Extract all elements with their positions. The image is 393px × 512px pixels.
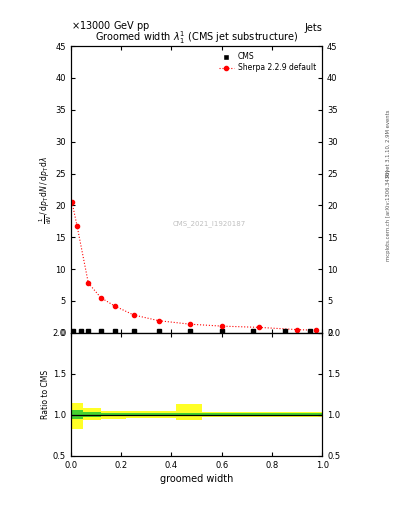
Text: Jets: Jets [305, 23, 322, 33]
CMS [282, 328, 287, 334]
CMS [188, 328, 193, 334]
Y-axis label: Ratio to CMS: Ratio to CMS [41, 370, 50, 419]
Legend: CMS, Sherpa 2.2.9 default: CMS, Sherpa 2.2.9 default [217, 50, 318, 75]
Y-axis label: $\frac{1}{\mathrm{d}N}\,/\,\mathrm{d}p_\mathrm{T}\,\mathrm{d}N\,/\,\mathrm{d}p_\: $\frac{1}{\mathrm{d}N}\,/\,\mathrm{d}p_\… [38, 155, 54, 224]
Line: CMS: CMS [71, 329, 312, 333]
CMS [79, 328, 83, 334]
Text: CMS_2021_I1920187: CMS_2021_I1920187 [173, 221, 246, 227]
Text: mcplots.cern.ch [arXiv:1306.3436]: mcplots.cern.ch [arXiv:1306.3436] [386, 169, 391, 261]
CMS [112, 328, 117, 334]
CMS [156, 328, 161, 334]
CMS [307, 328, 312, 334]
CMS [86, 328, 91, 334]
CMS [131, 328, 136, 334]
Text: $\times$13000 GeV pp: $\times$13000 GeV pp [71, 19, 150, 33]
CMS [71, 328, 75, 334]
CMS [99, 328, 103, 334]
Text: Rivet 3.1.10, 2.9M events: Rivet 3.1.10, 2.9M events [386, 110, 391, 177]
CMS [219, 328, 224, 334]
CMS [251, 328, 255, 334]
X-axis label: groomed width: groomed width [160, 474, 233, 484]
Title: Groomed width $\lambda_1^1$ (CMS jet substructure): Groomed width $\lambda_1^1$ (CMS jet sub… [95, 29, 298, 46]
